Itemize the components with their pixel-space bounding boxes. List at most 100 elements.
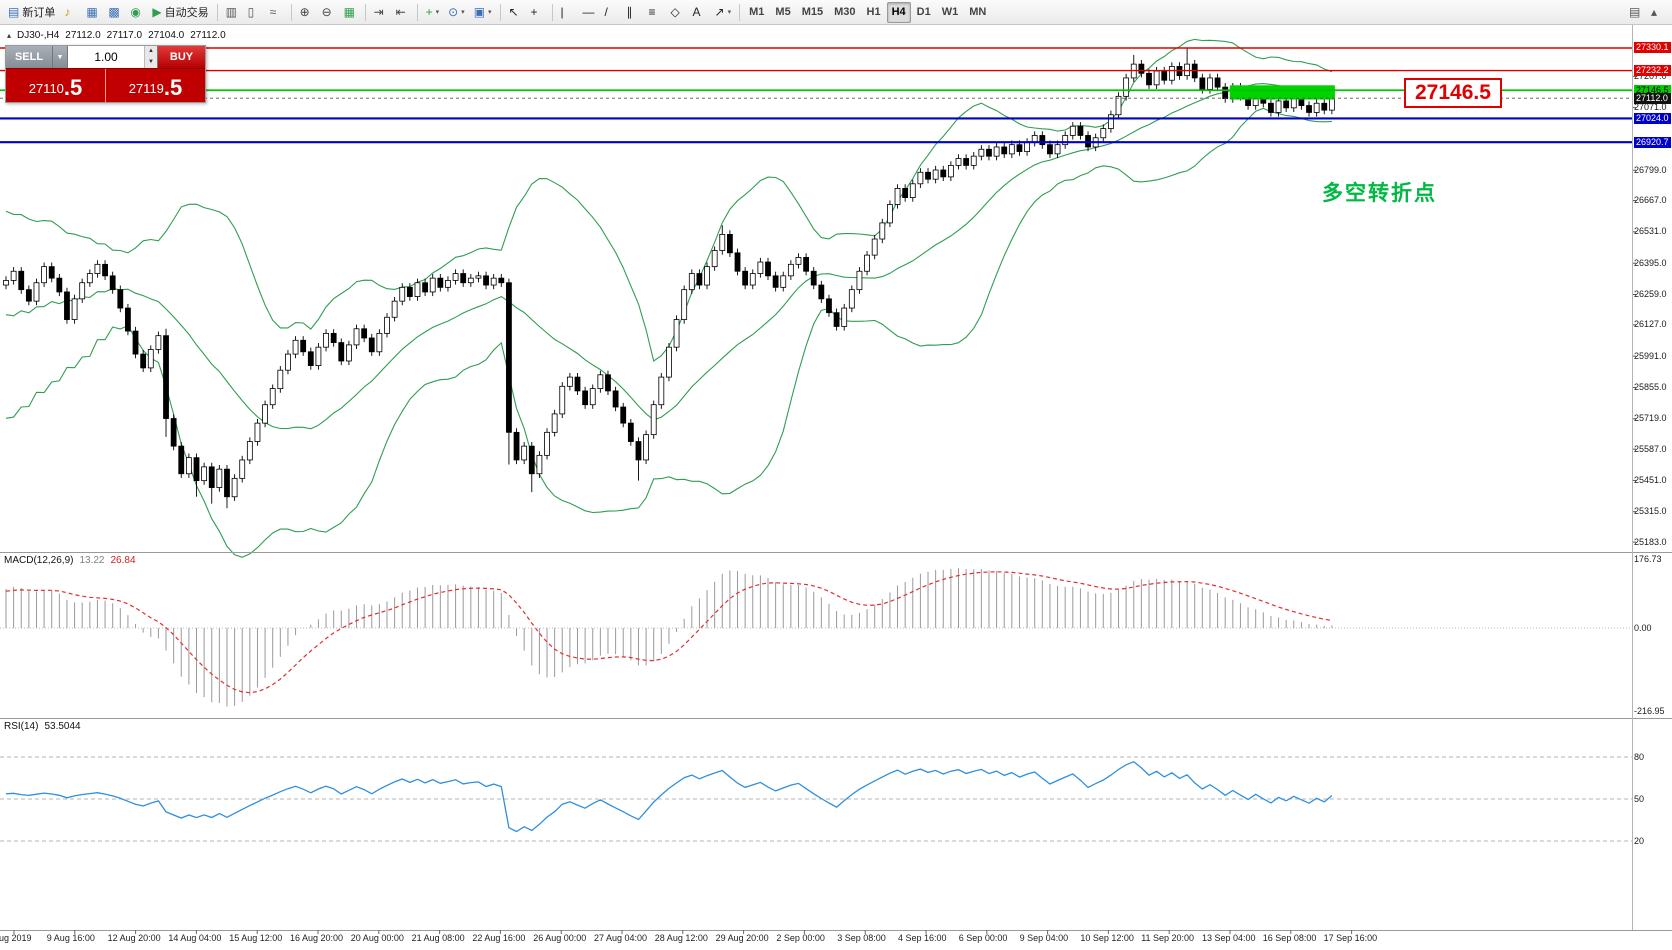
- timeframe-h4-button[interactable]: H4: [886, 1, 911, 23]
- timeframe-m15-button[interactable]: M15: [797, 2, 828, 23]
- time-axis-label: 9 Sep 04:00: [1019, 933, 1069, 943]
- volume-down-button[interactable]: ▼: [145, 57, 157, 68]
- time-axis-label: 13 Sep 04:00: [1202, 933, 1256, 943]
- time-axis-label: 20 Aug 00:00: [350, 933, 404, 943]
- macd-main-value: 13.22: [79, 555, 105, 566]
- line-chart-button[interactable]: ≈: [266, 2, 287, 23]
- volume-up-button[interactable]: ▲: [145, 46, 157, 57]
- tile-windows-button[interactable]: ▦: [340, 2, 361, 23]
- text-button[interactable]: A: [689, 2, 710, 23]
- toolbar-separator: [499, 3, 501, 21]
- rsi-name: RSI(14): [4, 721, 39, 732]
- candle-chart-button[interactable]: ▯: [244, 2, 265, 23]
- price-axis-tick: 25587.0: [1634, 443, 1667, 454]
- time-axis-label: 16 Aug 20:00: [290, 933, 344, 943]
- sound-alert-button[interactable]: ♪: [60, 2, 81, 23]
- text-icon: A: [692, 5, 701, 19]
- toolbar-separator: [216, 3, 218, 21]
- new-order-button-label: 新订单: [22, 7, 56, 19]
- buy-button[interactable]: BUY: [158, 46, 205, 68]
- toolbar-separator: [290, 3, 292, 21]
- price-axis-tick: 25991.0: [1634, 350, 1667, 361]
- chart-shift-button[interactable]: ⇤: [392, 2, 413, 23]
- cursor-button[interactable]: ↖: [505, 2, 526, 23]
- vertical-line-button[interactable]: |: [557, 2, 578, 23]
- price-axis-tick: 25451.0: [1634, 474, 1667, 485]
- time-axis-label: 28 Aug 12:00: [654, 933, 708, 943]
- timeframe-m30-button[interactable]: M30: [829, 2, 860, 23]
- collapse-button[interactable]: ▴: [1647, 2, 1668, 23]
- line-chart-icon: ≈: [269, 5, 277, 19]
- auto-scroll-icon: ⇥: [373, 5, 384, 19]
- price-axis-tick: 26127.0: [1634, 319, 1667, 330]
- arrows-icon: ↗: [714, 5, 725, 19]
- new-order-icon: ▤: [8, 5, 20, 19]
- time-axis-label: 27 Aug 04:00: [594, 933, 648, 943]
- timeframe-m1-button[interactable]: M1: [744, 2, 769, 23]
- chart-window-icon: ▦: [86, 5, 98, 19]
- price-axis-tick: 25719.0: [1634, 413, 1667, 424]
- auto-scroll-button[interactable]: ⇥: [370, 2, 391, 23]
- bar-chart-button[interactable]: ▥: [222, 2, 243, 23]
- channel-button[interactable]: ∥: [623, 2, 644, 23]
- timeframe-mn-button[interactable]: MN: [964, 2, 991, 23]
- time-axis-label: 16 Sep 08:00: [1262, 933, 1317, 943]
- time-axis-label: 29 Aug 20:00: [715, 933, 769, 943]
- macd-indicator-label: MACD(12,26,9) 13.22 26.84: [4, 555, 136, 566]
- timeframe-m5-button[interactable]: M5: [770, 2, 795, 23]
- sell-button[interactable]: SELL: [6, 46, 53, 68]
- buy-price-button[interactable]: 27119 .5: [106, 69, 205, 102]
- timeframe-d1-button-label: D1: [916, 6, 931, 18]
- crosshair-button[interactable]: +: [527, 2, 548, 23]
- timeframe-w1-button[interactable]: W1: [937, 2, 964, 23]
- trendline-button[interactable]: /: [601, 2, 622, 23]
- time-axis-label: 17 Sep 16:00: [1323, 933, 1378, 943]
- arrows-button[interactable]: ↗ ▾: [711, 2, 736, 23]
- chart-shift-icon: ⇤: [395, 5, 406, 19]
- price-level-label: 26920.7: [1634, 136, 1671, 148]
- time-axis-label: 8 Aug 2019: [0, 933, 32, 943]
- price-axis-tick: 26531.0: [1634, 226, 1667, 237]
- order-type-dropdown[interactable]: ▼: [53, 46, 68, 68]
- zoom-in-button[interactable]: ⊕: [296, 2, 317, 23]
- price-callout-label: 27146.5: [1404, 78, 1502, 108]
- horizontal-line-button[interactable]: —: [579, 2, 600, 23]
- volume-input[interactable]: [68, 46, 144, 68]
- volume-field: ▲ ▼: [68, 46, 158, 68]
- toolbar-separator: [416, 3, 418, 21]
- time-axis-label: 10 Sep 12:00: [1080, 933, 1134, 943]
- templates-button[interactable]: ▣ ▾: [470, 2, 496, 23]
- fibonacci-button[interactable]: ≡: [645, 2, 666, 23]
- periods-button[interactable]: ⊙ ▾: [444, 2, 469, 23]
- price-axis-tick: 26259.0: [1634, 288, 1667, 299]
- print-button[interactable]: ▤: [1625, 2, 1646, 23]
- profiles-button[interactable]: ▩: [104, 2, 125, 23]
- crosshair-icon: +: [530, 5, 538, 19]
- zoom-out-button[interactable]: ⊖: [318, 2, 339, 23]
- sound-alert-icon: ♪: [64, 5, 71, 19]
- price-level-label: 27146.5: [1634, 84, 1671, 96]
- timeframe-w1-button-label: W1: [941, 6, 959, 18]
- horizontal-line-icon: —: [582, 5, 595, 19]
- ohlc-close: 27112.0: [190, 30, 226, 41]
- market-watch-button[interactable]: ◉: [126, 2, 147, 23]
- time-axis-label: 9 Aug 16:00: [46, 933, 95, 943]
- timeframe-h1-button[interactable]: H1: [862, 2, 886, 23]
- rsi-value: 53.5044: [44, 721, 81, 732]
- autotrade-button[interactable]: ▶ 自动交易: [148, 2, 212, 23]
- shapes-button[interactable]: ◇: [667, 2, 688, 23]
- ohlc-high: 27117.0: [106, 30, 143, 41]
- indicators-button[interactable]: + ▾: [422, 2, 444, 23]
- sell-price-button[interactable]: 27110 .5: [6, 69, 106, 102]
- timeframe-d1-button[interactable]: D1: [912, 2, 936, 23]
- time-axis-label: 11 Sep 20:00: [1141, 933, 1195, 943]
- time-axis-label: 26 Aug 00:00: [533, 933, 587, 943]
- collapse-icon: ▴: [1651, 5, 1658, 19]
- chart-window-button[interactable]: ▦: [82, 2, 103, 23]
- chart-symbol-period: DJ30-,H4: [17, 30, 60, 41]
- toolbar-separator: [551, 3, 553, 21]
- new-order-button[interactable]: ▤ 新订单: [4, 2, 59, 23]
